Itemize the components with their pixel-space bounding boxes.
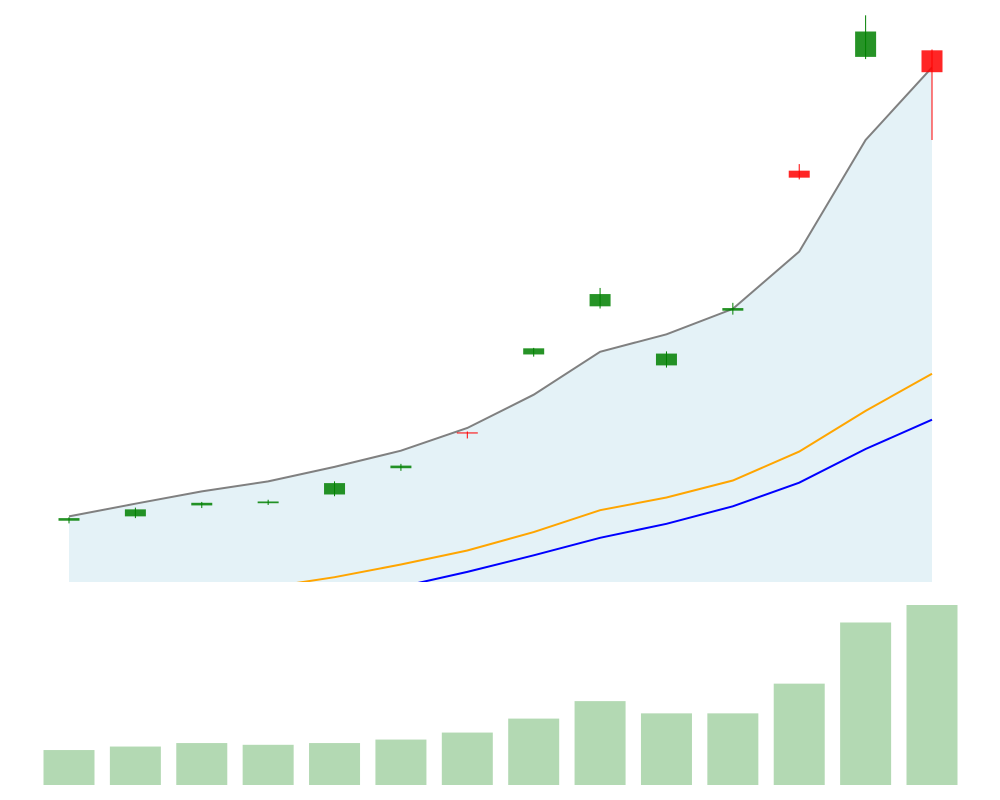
candle-body-up <box>191 502 213 506</box>
candle-body-up <box>523 348 545 355</box>
candle-body-down <box>456 432 478 434</box>
candle-body-up <box>124 509 146 517</box>
candle-body-up <box>655 353 677 366</box>
overlay-line-3 <box>417 418 933 582</box>
candle-body-up <box>855 31 877 57</box>
volume-bar <box>707 713 759 785</box>
volume-bar <box>109 746 161 785</box>
overlay-line-2 <box>296 372 933 582</box>
candle-body-up <box>58 518 80 521</box>
volume-bar <box>906 605 958 785</box>
candle-body-up <box>722 308 744 311</box>
candle-body-down <box>788 170 810 178</box>
volume-bar <box>508 718 560 785</box>
candle-body-up <box>390 465 412 469</box>
volume-bar <box>375 739 427 785</box>
price-panel <box>58 15 943 582</box>
candle-body-up <box>324 483 346 495</box>
volume-bar <box>309 743 361 785</box>
overlay-fill-area <box>69 67 932 582</box>
volume-bar <box>840 622 892 785</box>
volume-bar <box>574 701 626 785</box>
candle-body-up <box>589 294 611 307</box>
volume-panel <box>43 605 958 785</box>
volume-bar <box>441 732 493 785</box>
candle-body-down <box>921 50 943 73</box>
volume-bar <box>242 744 294 785</box>
volume-bar <box>43 750 95 785</box>
overlay-line-1 <box>68 66 933 518</box>
volume-bar <box>640 713 692 785</box>
candle-body-up <box>257 501 279 504</box>
volume-bar <box>773 683 825 785</box>
volume-bar <box>176 743 228 785</box>
